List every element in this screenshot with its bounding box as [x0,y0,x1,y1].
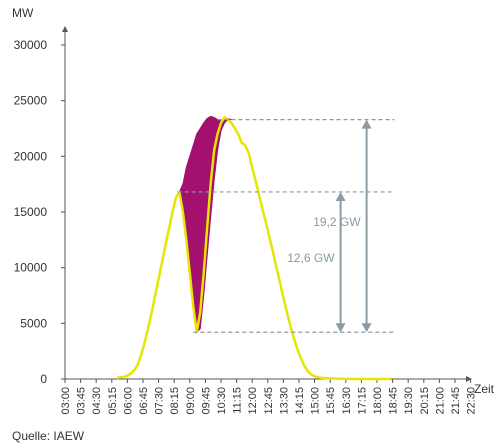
x-tick-label: 16:30 [341,387,353,415]
x-tick-label: 13:30 [278,387,290,415]
x-tick-label: 11:15 [232,387,244,414]
x-tick-label: 15:00 [310,387,322,415]
x-tick-label: 22:30 [466,387,478,415]
x-tick-label: 17:15 [356,387,368,415]
x-tick-label: 18:45 [388,387,400,415]
y-tick-label: 0 [40,372,47,386]
x-tick-label: 21:45 [450,387,462,415]
annotation-arrow-head [361,323,372,333]
shaded-area [178,115,232,334]
y-axis-arrow [62,26,68,32]
x-tick-label: 15:45 [325,387,337,415]
x-tick-label: 09:45 [200,387,212,415]
x-tick-label: 03:00 [60,387,72,415]
x-tick-label: 09:00 [185,387,197,415]
x-tick-label: 05:15 [107,387,119,415]
y-tick-label: 15000 [14,205,48,219]
x-axis-label: Zeit [474,382,495,396]
y-tick-label: 30000 [14,38,48,52]
y-tick-label: 5000 [20,316,47,330]
y-tick-label: 20000 [14,149,48,163]
x-tick-label: 14:15 [294,387,306,415]
annotation-arrow-head [335,191,346,201]
x-tick-label: 21:00 [434,387,446,415]
annotation-arrow-head [361,119,372,129]
x-tick-label: 08:15 [169,387,181,415]
x-tick-label: 20:15 [419,387,431,415]
y-axis-label: MW [12,6,34,20]
x-tick-label: 07:30 [154,387,166,415]
x-tick-label: 03:45 [76,387,88,415]
x-tick-label: 12:45 [263,387,275,415]
y-tick-label: 10000 [14,261,48,275]
x-tick-label: 10:30 [216,387,228,415]
y-tick-label: 25000 [14,94,48,108]
x-tick-label: 18:00 [372,387,384,415]
x-tick-label: 19:30 [403,387,415,415]
source-note: Quelle: IAEW [12,429,85,443]
x-tick-label: 12:00 [247,387,259,415]
annotation-arrow-head [335,323,346,333]
x-tick-label: 06:45 [138,387,150,415]
plot-area: 0 5000 10000 15000 20000 25000 30000 03:00 03:45… [14,26,478,415]
annotation-label: 19,2 GW [313,215,361,229]
annotation-label: 12,6 GW [287,251,335,265]
series-line [116,116,391,381]
x-tick-label: 04:30 [91,387,103,415]
x-axis-arrow [466,376,472,382]
x-tick-label: 06:00 [122,387,134,415]
